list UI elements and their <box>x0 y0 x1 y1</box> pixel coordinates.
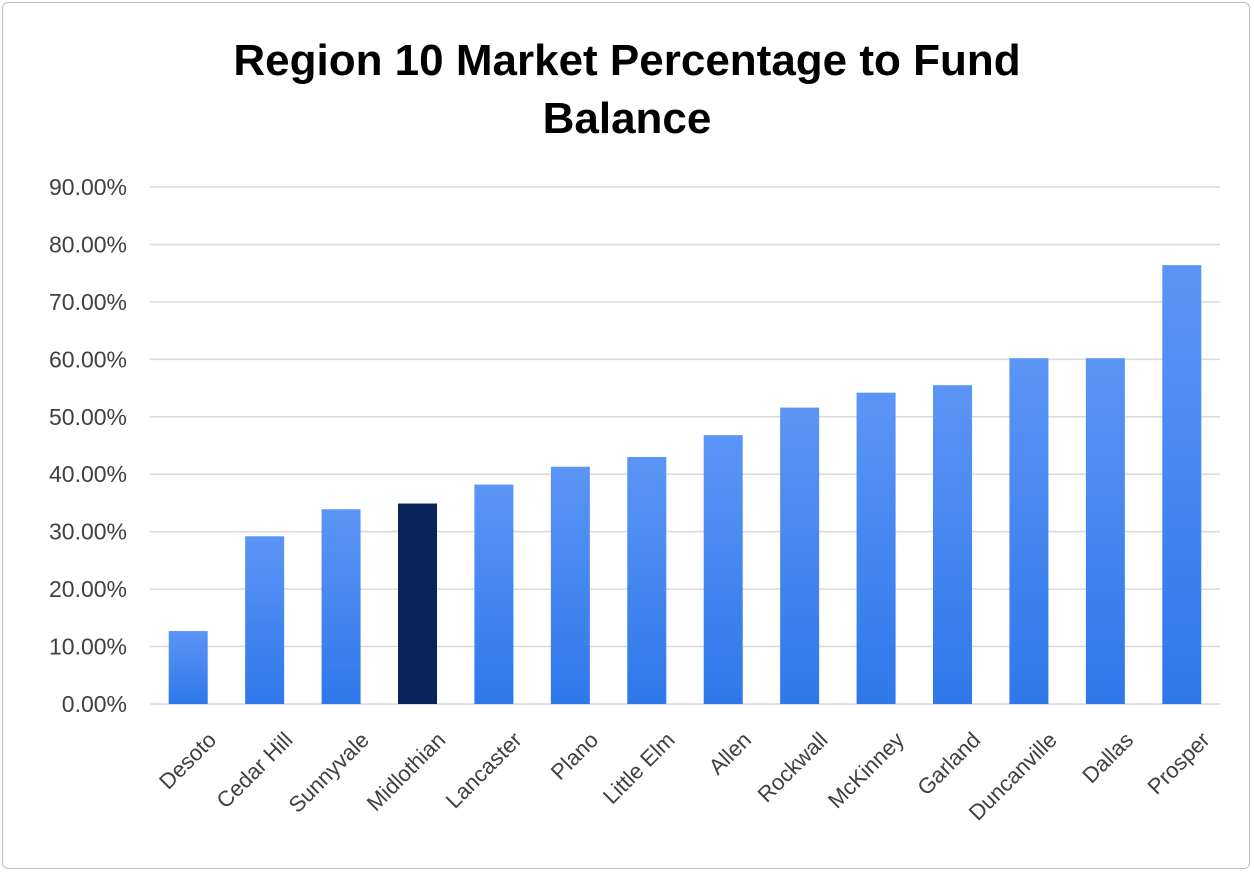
y-tick-label: 60.00% <box>49 346 127 372</box>
bar-prosper <box>1162 265 1202 704</box>
bar-plano <box>550 466 590 704</box>
x-tick-label: Dallas <box>1077 727 1138 788</box>
x-tick-label: Prosper <box>1142 727 1214 799</box>
bar-cedar-hill <box>245 536 285 704</box>
y-tick-label: 30.00% <box>49 519 127 545</box>
y-tick-label: 90.00% <box>49 174 127 200</box>
x-tick-label: Rockwall <box>753 727 833 807</box>
gridlines <box>150 186 1220 705</box>
bar-little-elm <box>627 456 667 704</box>
y-tick-label: 80.00% <box>49 231 127 257</box>
x-tick-label: Allen <box>704 727 756 779</box>
y-tick-label: 40.00% <box>49 461 127 487</box>
y-axis-tick-labels: 0.00% 10.00% 20.00% 30.00% 40.00% 50.00% 60.00… <box>49 174 127 717</box>
x-tick-label: Plano <box>546 727 603 784</box>
bar-allen <box>703 435 743 704</box>
bars <box>168 265 1202 704</box>
chart-title: Region 10 Market Percentage to Fund Bala… <box>0 32 1254 148</box>
chart-title-line-1: Region 10 Market Percentage to Fund <box>233 36 1021 85</box>
x-tick-label: Midlothian <box>362 727 451 816</box>
x-tick-label: Little Elm <box>598 727 680 809</box>
bar-dallas <box>1085 358 1125 704</box>
bar-garland <box>933 385 972 704</box>
chart-title-line-2: Balance <box>542 94 712 143</box>
bar-lancaster <box>474 484 514 704</box>
bar-rockwall <box>780 407 820 704</box>
bar-mckinney <box>856 392 896 704</box>
y-tick-label: 50.00% <box>49 404 127 430</box>
x-tick-label: Lancaster <box>441 727 527 813</box>
y-tick-label: 20.00% <box>49 576 127 602</box>
bar-midlothian <box>398 503 437 704</box>
x-tick-label: Garland <box>912 727 985 800</box>
x-tick-label: McKinney <box>823 727 909 813</box>
bar-duncanville <box>1009 358 1049 704</box>
x-tick-label: Sunnyvale <box>284 727 374 817</box>
y-tick-label: 0.00% <box>62 691 127 717</box>
y-tick-label: 10.00% <box>49 634 127 660</box>
x-tick-label: Desoto <box>154 727 221 794</box>
bar-desoto <box>168 631 208 704</box>
bar-sunnyvale <box>321 509 361 704</box>
y-tick-label: 70.00% <box>49 289 127 315</box>
